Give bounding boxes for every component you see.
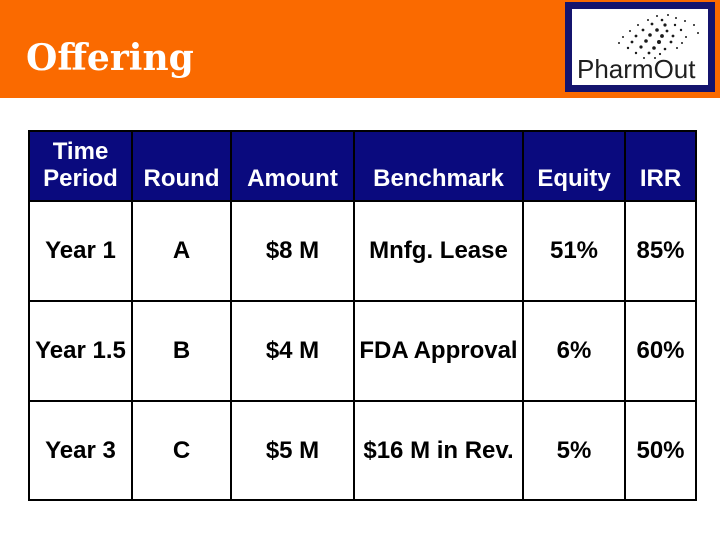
offering-table: Time Period Round Amount Benchmark Equit… [28, 130, 697, 501]
table-header-row: Time Period Round Amount Benchmark Equit… [28, 130, 697, 202]
cell-row3-irr: 50% [624, 400, 697, 501]
logo-text: PharmOut [577, 54, 696, 84]
pharmout-logo-inner: PharmOut [572, 9, 708, 85]
cell-row1-time-period: Year 1 [28, 200, 133, 302]
table-row: Year 3 C $5 M $16 M in Rev. 5% 50% [28, 400, 697, 501]
slide-title: Offering [26, 37, 194, 79]
cell-row2-round: B [131, 300, 232, 402]
column-header-amount: Amount [230, 130, 355, 202]
cell-row2-time-period: Year 1.5 [28, 300, 133, 402]
slide-header-band: Offering [0, 0, 720, 98]
cell-row3-round: C [131, 400, 232, 501]
cell-row2-equity: 6% [522, 300, 626, 402]
cell-row2-irr: 60% [624, 300, 697, 402]
pharmout-logo: PharmOut [565, 2, 715, 92]
cell-row1-irr: 85% [624, 200, 697, 302]
logo-dots-icon [618, 14, 699, 59]
cell-row1-amount: $8 M [230, 200, 355, 302]
cell-row3-time-period: Year 3 [28, 400, 133, 501]
cell-row2-amount: $4 M [230, 300, 355, 402]
cell-row2-benchmark: FDA Approval [353, 300, 524, 402]
cell-row3-amount: $5 M [230, 400, 355, 501]
column-header-round: Round [131, 130, 232, 202]
cell-row1-equity: 51% [522, 200, 626, 302]
table-row: Year 1 A $8 M Mnfg. Lease 51% 85% [28, 200, 697, 302]
cell-row1-round: A [131, 200, 232, 302]
column-header-time-period: Time Period [28, 130, 133, 202]
table-row: Year 1.5 B $4 M FDA Approval 6% 60% [28, 300, 697, 402]
cell-row3-benchmark: $16 M in Rev. [353, 400, 524, 501]
column-header-equity: Equity [522, 130, 626, 202]
cell-row1-benchmark: Mnfg. Lease [353, 200, 524, 302]
column-header-benchmark: Benchmark [353, 130, 524, 202]
cell-row3-equity: 5% [522, 400, 626, 501]
column-header-irr: IRR [624, 130, 697, 202]
